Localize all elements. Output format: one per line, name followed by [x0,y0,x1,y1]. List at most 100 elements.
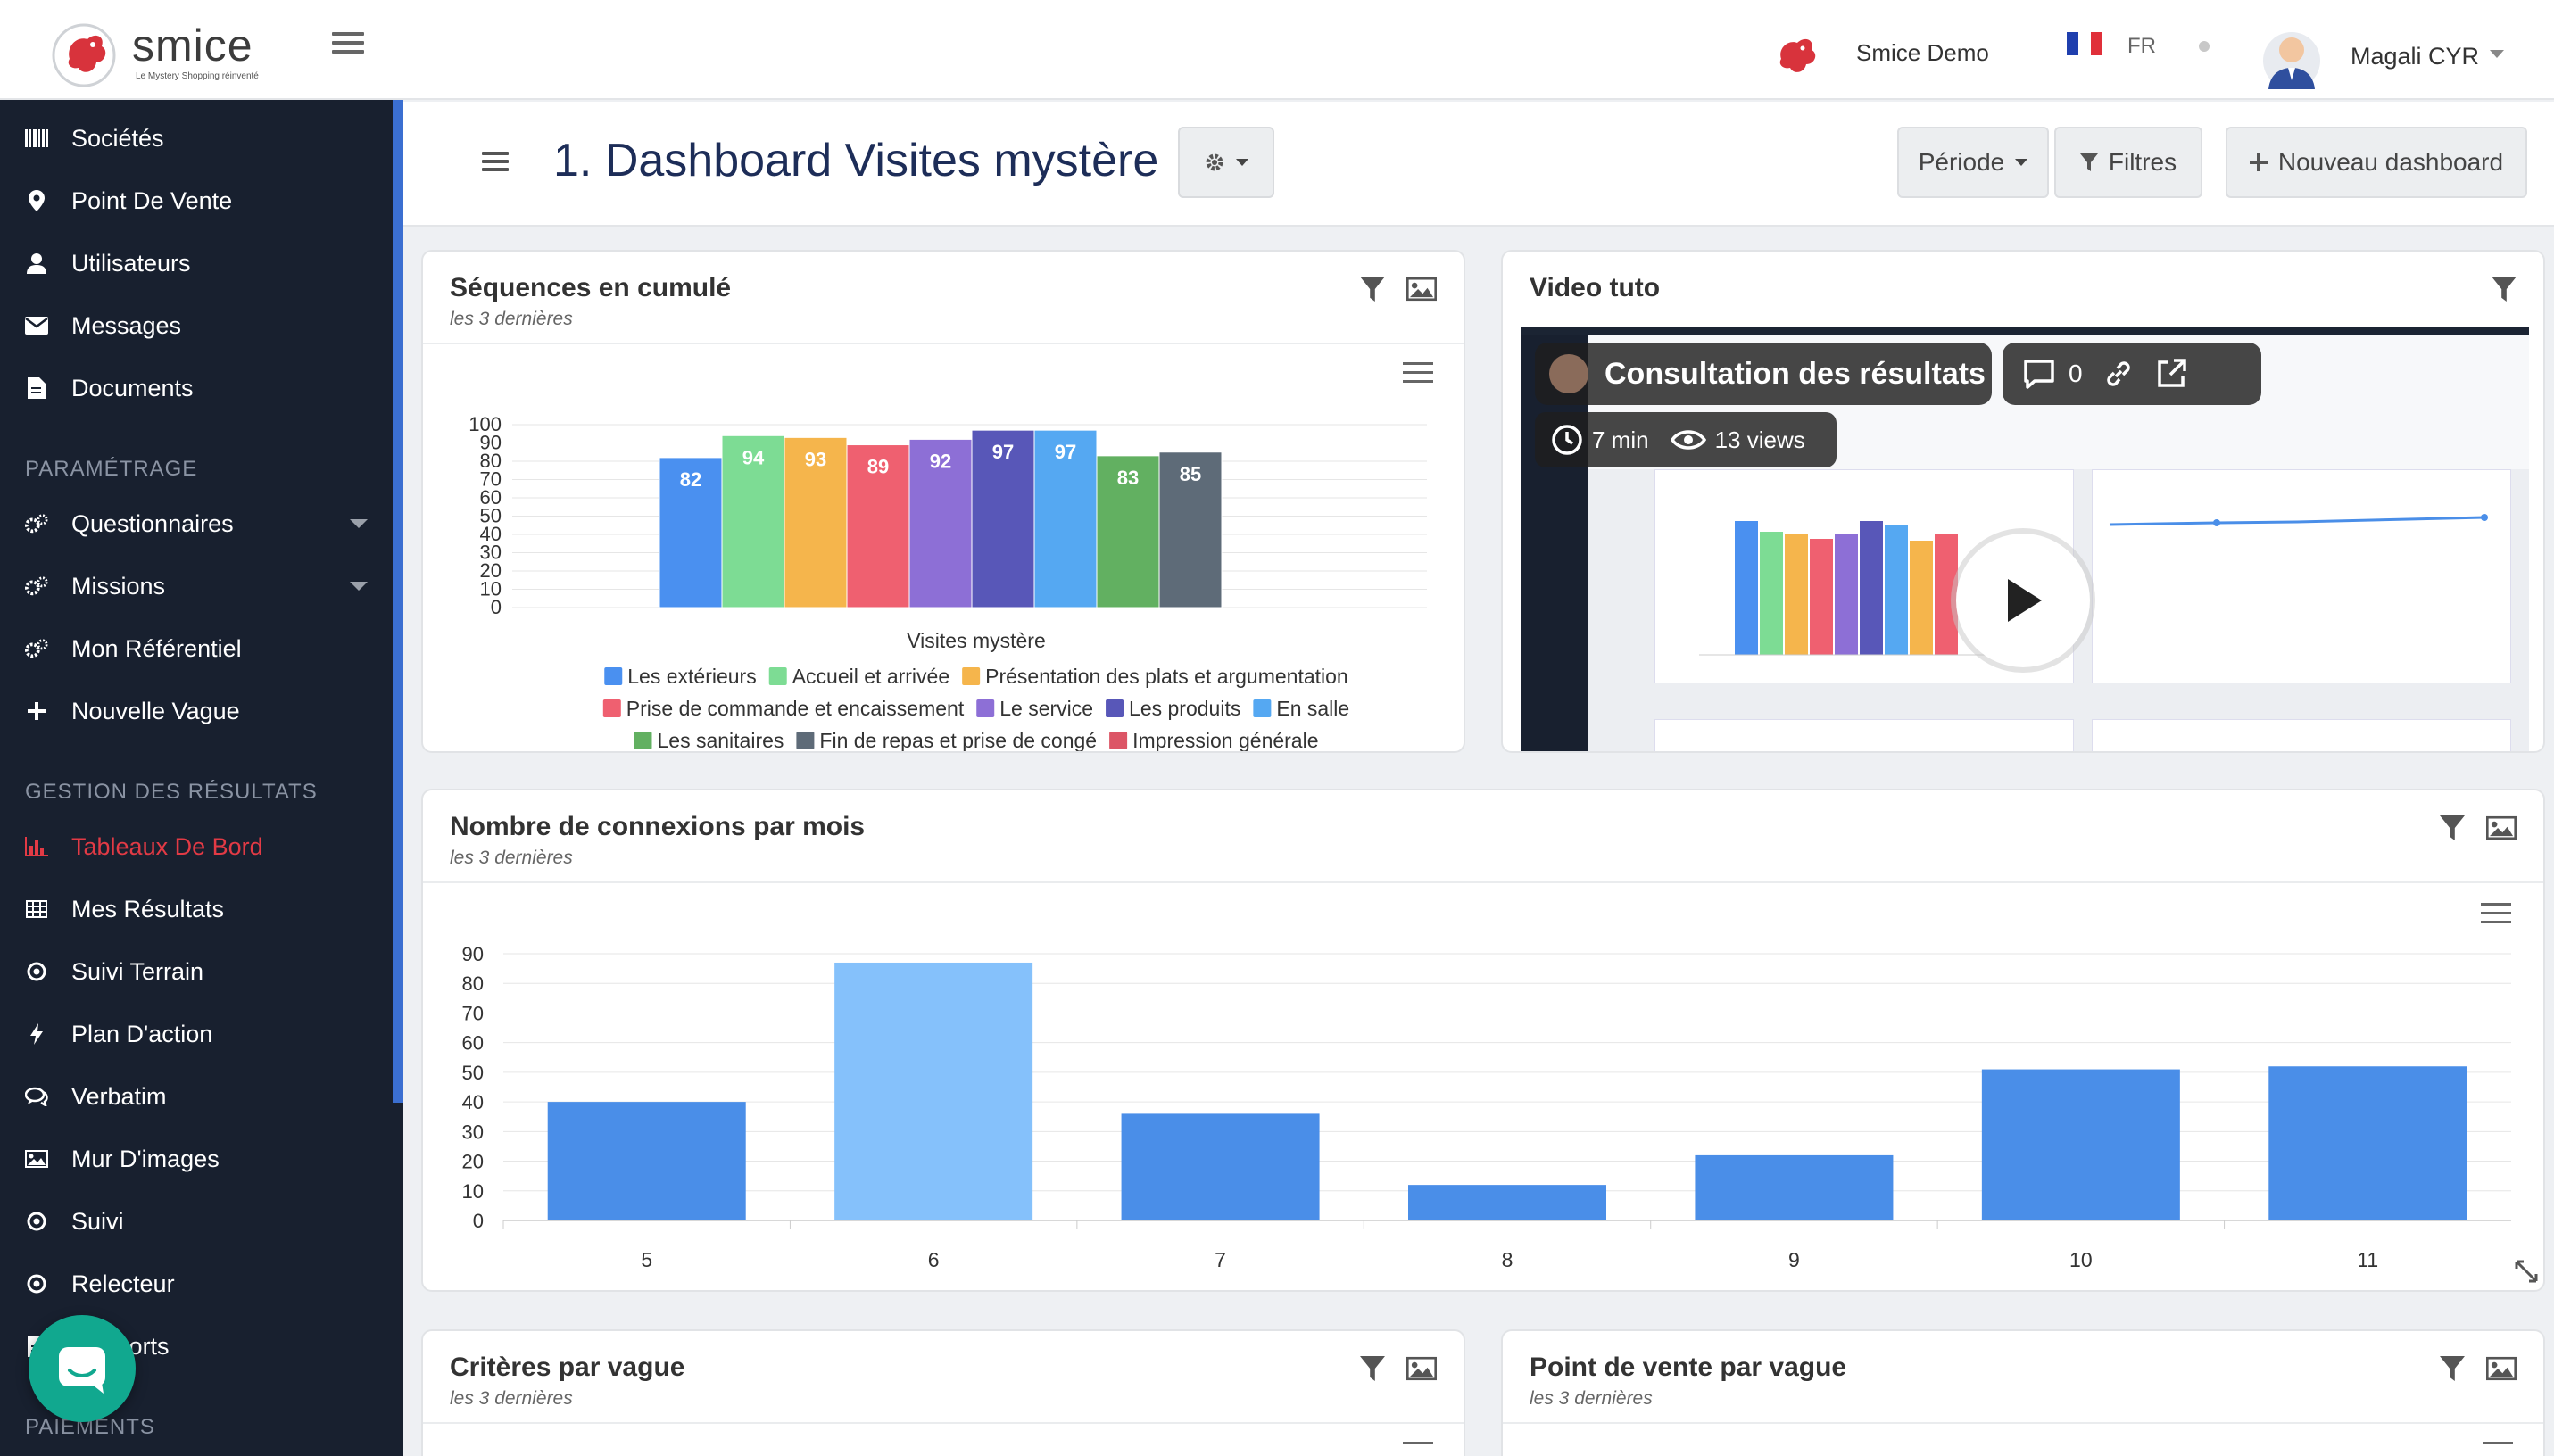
chat-launcher-button[interactable] [29,1315,136,1422]
sidebar-item-societes[interactable]: Sociétés [0,107,393,170]
bar [834,962,1033,1220]
link-icon[interactable] [2102,358,2135,390]
card-title: Point de vente par vague [1530,1353,1847,1382]
french-flag-icon[interactable] [2067,32,2102,55]
play-button[interactable] [1956,534,2090,667]
logo[interactable]: smice Le Mystery Shopping réinventé [50,16,282,87]
chart-menu-icon[interactable] [2483,1442,2513,1456]
bar [2268,1066,2467,1220]
sidebar-item-suivi[interactable]: Suivi [0,1190,393,1253]
dashboard-settings-button[interactable] [1178,127,1274,198]
sequences-card: Séquences en cumulé les 3 dernières 0 10 2… [421,250,1465,753]
sidebar-item-questionnaires[interactable]: Questionnaires [0,492,393,555]
chevron-down-icon [1236,159,1248,166]
image-export-icon[interactable] [2486,815,2517,840]
brand-mascot-icon [1779,38,1816,72]
sidebar-item-label: Mon Référentiel [71,634,242,662]
y-tick-label: 40 [462,1091,484,1113]
new-dashboard-button[interactable]: Nouveau dashboard [2226,127,2527,198]
bar [846,444,910,608]
filter-icon [2079,153,2098,171]
sidebar-item-nouvelle-vague[interactable]: Nouvelle Vague [0,680,393,742]
plus-icon [2249,153,2268,171]
sidebar-item-plan-action[interactable]: Plan D'action [0,1003,393,1065]
filters-button[interactable]: Filtres [2054,127,2202,198]
sidebar-item-documents[interactable]: Documents [0,357,393,419]
bar [1096,455,1160,608]
video-player[interactable]: Consultation des résultats 0 7 min 13 vi… [1521,327,2529,751]
sidebar-item-messages[interactable]: Messages [0,294,393,357]
card-subtitle: les 3 dernières [450,848,573,868]
filter-icon[interactable] [1360,1356,1385,1381]
sidebar-item-mon-referentiel[interactable]: Mon Référentiel [0,617,393,680]
sidebar-item-tableaux-de-bord[interactable]: Tableaux De Bord [0,815,393,878]
top-bar: smice Le Mystery Shopping réinventé Smic… [0,0,2554,100]
chevron-down-icon[interactable] [350,519,368,528]
bar [1158,451,1223,608]
menu-toggle-icon[interactable] [332,32,364,57]
sidebar-item-suivi-terrain[interactable]: Suivi Terrain [0,940,393,1003]
dashboard-menu-icon[interactable] [482,152,509,173]
y-tick-label: 60 [462,1032,484,1055]
sidebar-item-relecteur[interactable]: Relecteur [0,1253,393,1315]
user-name[interactable]: Magali CYR [2351,43,2480,70]
chevron-down-icon[interactable] [2490,50,2504,58]
circle-icon [25,1272,48,1295]
chat-icon [59,1347,105,1394]
comment-count: 0 [2069,360,2083,387]
chevron-down-icon [2015,159,2028,166]
video-actions-pill: 0 [2003,343,2261,405]
sidebar-item-mur-images[interactable]: Mur D'images [0,1128,393,1190]
sidebar-item-label: Point De Vente [71,186,233,214]
data-label: 97 [1055,441,1076,463]
y-tick-label: 20 [462,1151,484,1173]
sidebar-item-label: Documents [71,374,194,401]
bolt-icon [25,1022,48,1046]
filter-icon[interactable] [2440,1356,2465,1381]
sidebar-item-label: Messages [71,311,182,339]
filter-icon[interactable] [2440,815,2465,840]
sidebar-item-label: Sociétés [71,124,164,152]
sidebar-item-label: Suivi Terrain [71,957,204,985]
chart-menu-icon[interactable] [2481,903,2511,926]
external-link-icon[interactable] [2154,357,2188,391]
image-export-icon[interactable] [1406,277,1437,302]
chevron-down-icon[interactable] [350,582,368,591]
sidebar-item-utilisateurs[interactable]: Utilisateurs [0,232,393,294]
chart-menu-icon[interactable] [1403,1442,1433,1456]
resize-handle-icon[interactable] [2515,1260,2538,1283]
image-export-icon[interactable] [2486,1356,2517,1381]
sidebar-item-verbatim[interactable]: Verbatim [0,1065,393,1128]
sidebar-scrollbar[interactable] [393,100,403,1103]
sidebar-item-label: Relecteur [71,1270,175,1297]
clock-icon [1552,425,1582,455]
data-label: 82 [680,468,701,491]
cogs-icon [25,512,48,535]
legend-swatch [962,667,981,685]
sidebar-item-point-de-vente[interactable]: Point De Vente [0,170,393,232]
y-tick-label: 90 [462,943,484,965]
cogs-icon [25,637,48,660]
smice-mascot-icon [52,23,116,87]
filter-icon[interactable] [1360,277,1385,302]
legend-label: Les sanitaires [657,729,784,752]
chart-menu-icon[interactable] [1403,362,1433,385]
legend-swatch [768,667,787,685]
sidebar-item-mes-resultats[interactable]: Mes Résultats [0,878,393,940]
gear-icon [1206,153,1223,171]
video-views: 13 views [1714,426,1805,453]
image-export-icon[interactable] [1406,1356,1437,1381]
brand-name[interactable]: Smice Demo [1856,39,1989,66]
language-selector[interactable]: FR [2127,34,2156,58]
legend-swatch [602,699,621,717]
filter-icon[interactable] [2492,277,2517,302]
legend-swatch [1109,732,1128,749]
avatar[interactable] [2263,27,2320,95]
card-title: Séquences en cumulé [450,273,732,302]
legend-label: Impression générale [1132,729,1318,752]
period-button[interactable]: Période [1897,127,2049,198]
sidebar-item-missions[interactable]: Missions [0,555,393,617]
comment-icon[interactable] [2022,358,2056,390]
card-subtitle: les 3 dernières [450,1388,573,1409]
section-gestion-resultats: GESTION DES RÉSULTATS [25,780,318,804]
